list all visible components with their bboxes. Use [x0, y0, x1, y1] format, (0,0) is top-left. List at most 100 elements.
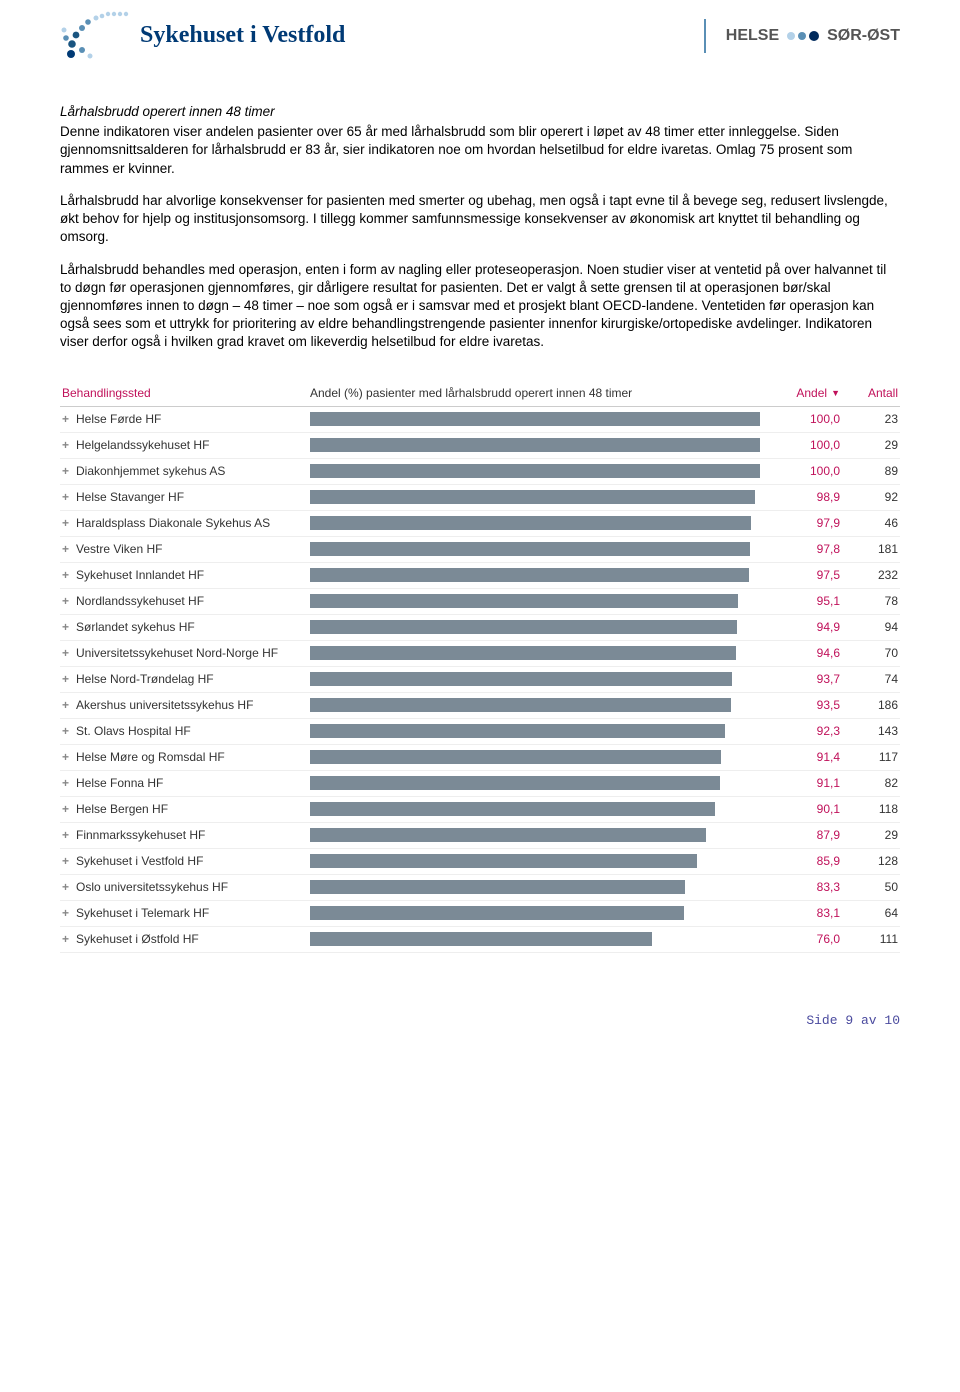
- paragraph-3: Lårhalsbrudd behandles med operasjon, en…: [60, 261, 900, 352]
- bar-fill: [310, 880, 685, 894]
- cell-name[interactable]: +Helse Fonna HF: [60, 776, 310, 790]
- table-row: +Helse Bergen HF 90,1118: [60, 797, 900, 823]
- expand-icon[interactable]: +: [62, 906, 72, 920]
- data-table: Behandlingssted Andel (%) pasienter med …: [60, 382, 900, 953]
- bar-fill: [310, 646, 736, 660]
- expand-icon[interactable]: +: [62, 776, 72, 790]
- cell-name[interactable]: +Helse Nord-Trøndelag HF: [60, 672, 310, 686]
- expand-icon[interactable]: +: [62, 516, 72, 530]
- expand-icon[interactable]: +: [62, 854, 72, 868]
- cell-name[interactable]: +Sykehuset Innlandet HF: [60, 568, 310, 582]
- expand-icon[interactable]: +: [62, 568, 72, 582]
- hospital-name: Diakonhjemmet sykehus AS: [76, 464, 225, 478]
- logo-left: Sykehuset i Vestfold: [60, 8, 345, 63]
- expand-icon[interactable]: +: [62, 880, 72, 894]
- cell-name[interactable]: + Sykehuset i Telemark HF: [60, 906, 310, 920]
- cell-bar: [310, 906, 770, 920]
- expand-icon[interactable]: +: [62, 438, 72, 452]
- cell-name[interactable]: + Helse Førde HF: [60, 412, 310, 426]
- hospital-name: Akershus universitetssykehus HF: [76, 698, 253, 712]
- cell-antall: 94: [840, 620, 900, 634]
- cell-name[interactable]: + Helse Møre og Romsdal HF: [60, 750, 310, 764]
- footer-sep: av: [861, 1013, 877, 1028]
- footer-label: Side: [806, 1013, 837, 1028]
- cell-name[interactable]: +Universitetssykehuset Nord-Norge HF: [60, 646, 310, 660]
- hospital-name: Vestre Viken HF: [76, 542, 162, 556]
- table-row: +Haraldsplass Diakonale Sykehus AS 97,946: [60, 511, 900, 537]
- expand-icon[interactable]: +: [62, 646, 72, 660]
- bar-fill: [310, 932, 652, 946]
- expand-icon[interactable]: +: [62, 828, 72, 842]
- hospital-name: Sykehuset i Østfold HF: [76, 932, 199, 946]
- table-row: +Helse Førde HF100,023: [60, 407, 900, 433]
- cell-bar: [310, 802, 770, 816]
- cell-bar: [310, 594, 770, 608]
- table-row: +Sørlandet sykehus HF94,994: [60, 615, 900, 641]
- cell-bar: [310, 412, 770, 426]
- expand-icon[interactable]: +: [62, 802, 72, 816]
- cell-antall: 70: [840, 646, 900, 660]
- hospital-name: Helse Møre og Romsdal HF: [76, 750, 225, 764]
- cell-bar: [310, 854, 770, 868]
- cell-andel: 91,1: [770, 776, 840, 790]
- cell-andel: 92,3: [770, 724, 840, 738]
- expand-icon[interactable]: +: [62, 542, 72, 556]
- table-row: +Vestre Viken HF97,8181: [60, 537, 900, 563]
- table-row: +Helse Fonna HF91,182: [60, 771, 900, 797]
- expand-icon[interactable]: +: [62, 490, 72, 504]
- expand-icon[interactable]: +: [62, 594, 72, 608]
- cell-name[interactable]: +Oslo universitetssykehus HF: [60, 880, 310, 894]
- hospital-name: Sykehuset i Vestfold HF: [76, 854, 203, 868]
- cell-name[interactable]: + Vestre Viken HF: [60, 542, 310, 556]
- logo-right: HELSE SØR-ØST: [704, 19, 900, 53]
- th-name[interactable]: Behandlingssted: [60, 386, 310, 400]
- bar-fill: [310, 542, 750, 556]
- cell-name[interactable]: +Finnmarkssykehuset HF: [60, 828, 310, 842]
- cell-antall: 64: [840, 906, 900, 920]
- cell-name[interactable]: +Haraldsplass Diakonale Sykehus AS: [60, 516, 310, 530]
- cell-antall: 46: [840, 516, 900, 530]
- bar-fill: [310, 594, 738, 608]
- expand-icon[interactable]: +: [62, 672, 72, 686]
- cell-andel: 94,6: [770, 646, 840, 660]
- th-antall[interactable]: Antall: [840, 386, 900, 400]
- cell-name[interactable]: + Akershus universitetssykehus HF: [60, 698, 310, 712]
- table-row: +Helse Stavanger HF98,992: [60, 485, 900, 511]
- expand-icon[interactable]: +: [62, 412, 72, 426]
- bar-fill: [310, 412, 760, 426]
- expand-icon[interactable]: +: [62, 932, 72, 946]
- cell-andel: 90,1: [770, 802, 840, 816]
- expand-icon[interactable]: +: [62, 464, 72, 478]
- expand-icon[interactable]: +: [62, 724, 72, 738]
- cell-andel: 91,4: [770, 750, 840, 764]
- expand-icon[interactable]: +: [62, 620, 72, 634]
- cell-name[interactable]: +Helgelandssykehuset HF: [60, 438, 310, 452]
- table-row: +Helse Møre og Romsdal HF91,4117: [60, 745, 900, 771]
- cell-antall: 118: [840, 802, 900, 816]
- bar-fill: [310, 516, 751, 530]
- hospital-name: Nordlandssykehuset HF: [76, 594, 204, 608]
- cell-andel: 97,9: [770, 516, 840, 530]
- expand-icon[interactable]: +: [62, 750, 72, 764]
- cell-name[interactable]: + Sykehuset i Østfold HF: [60, 932, 310, 946]
- cell-name[interactable]: + Sykehuset i Vestfold HF: [60, 854, 310, 868]
- paragraph-1: Denne indikatoren viser andelen pasiente…: [60, 123, 900, 178]
- cell-andel: 85,9: [770, 854, 840, 868]
- cell-name[interactable]: +St. Olavs Hospital HF: [60, 724, 310, 738]
- expand-icon[interactable]: +: [62, 698, 72, 712]
- cell-antall: 50: [840, 880, 900, 894]
- table-header-row: Behandlingssted Andel (%) pasienter med …: [60, 382, 900, 407]
- cell-name[interactable]: + Diakonhjemmet sykehus AS: [60, 464, 310, 478]
- cell-name[interactable]: +Helse Bergen HF: [60, 802, 310, 816]
- hospital-name: Sykehuset i Telemark HF: [76, 906, 209, 920]
- cell-bar: [310, 672, 770, 686]
- cell-name[interactable]: +Helse Stavanger HF: [60, 490, 310, 504]
- sort-desc-icon: ▼: [831, 388, 840, 398]
- th-andel[interactable]: Andel ▼: [770, 386, 840, 400]
- brand-right-helse: HELSE: [726, 27, 779, 45]
- hospital-name: Helse Førde HF: [76, 412, 161, 426]
- bar-fill: [310, 724, 725, 738]
- cell-name[interactable]: +Sørlandet sykehus HF: [60, 620, 310, 634]
- cell-name[interactable]: + Nordlandssykehuset HF: [60, 594, 310, 608]
- cell-antall: 29: [840, 438, 900, 452]
